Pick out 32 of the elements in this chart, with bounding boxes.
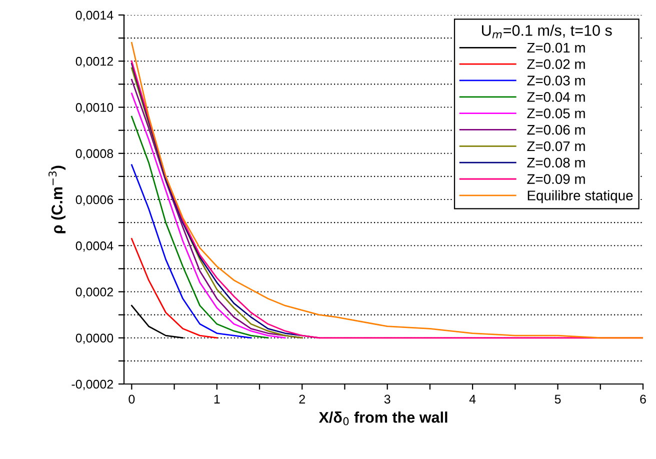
y-axis-title: ρ (C.m$^{−3}$) <box>48 166 66 234</box>
y-tick-label: 0,0006 <box>76 195 114 206</box>
x-tick-label: 0 <box>128 394 135 404</box>
legend-label: Z=0.08 m <box>527 158 585 168</box>
legend-label: Z=0.02 m <box>527 59 585 70</box>
x-tick-label: 1 <box>214 394 220 404</box>
legend-label: Z=0.07 m <box>527 141 585 152</box>
y-tick-label: 0,0004 <box>76 241 114 252</box>
legend-label: Z=0.06 m <box>527 124 585 135</box>
y-tick-label: 0,0002 <box>76 288 113 298</box>
legend-label: Z=0.04 m <box>527 92 585 102</box>
x-tick-label: 2 <box>299 394 305 404</box>
x-tick-label: 5 <box>554 394 561 404</box>
legend-label: Equilibre statique <box>528 190 633 204</box>
x-tick-label: 4 <box>469 394 476 404</box>
y-tick-label: -0,0002 <box>72 380 113 390</box>
legend-label: Z=0.03 m <box>527 76 585 86</box>
line-series <box>130 238 218 339</box>
y-tick-label: 0,0000 <box>76 334 114 344</box>
y-tick-label: 0,0010 <box>76 103 114 114</box>
legend-label: Z=0.09 m <box>527 174 585 184</box>
y-tick-label: 0,0012 <box>76 56 113 68</box>
x-tick-label: 6 <box>640 394 646 404</box>
legend-label: Z=0.01 m <box>527 42 585 53</box>
y-tick-label: 0,0008 <box>76 149 114 160</box>
x-tick-label: 3 <box>384 394 390 404</box>
x-axis-title: X/δ$_{0}$ from the wall <box>318 412 448 426</box>
legend-label: Z=0.05 m <box>527 108 585 118</box>
line-series <box>130 164 252 339</box>
line-series <box>130 116 269 339</box>
y-tick-label: 0,0014 <box>76 10 114 22</box>
legend-title: U$_{m}$=0.1 m/s, t=10 s <box>482 24 612 38</box>
